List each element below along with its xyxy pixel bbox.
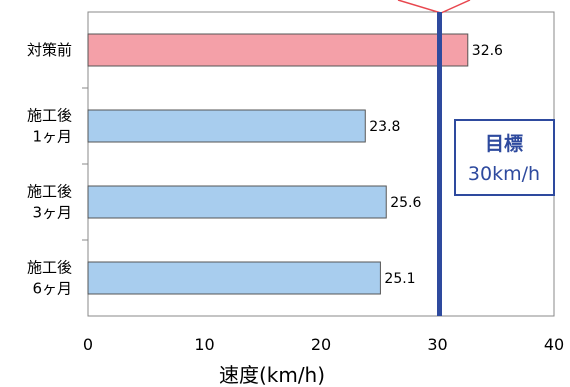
bar-0 [87, 33, 469, 67]
target-label-line2: 30km/h [468, 163, 540, 185]
target-label-line1: 目標 [485, 132, 523, 155]
target-label-box [454, 119, 555, 196]
bar-1 [87, 109, 366, 143]
labels-layer: 32.6 対策前 23.8 施工後 1ヶ月 25.6 施工後 3ヶ月 25.1 施工後 6ヶ月 0 10… [27, 41, 564, 354]
x-tick-label-3: 30 [427, 335, 447, 354]
ticks-layer [82, 87, 88, 241]
category-label-1-0: 施工後 [27, 107, 72, 125]
category-label-0-0: 対策前 [27, 41, 72, 59]
category-label-2-1: 3ヶ月 [32, 204, 72, 222]
x-axis-title: 速度(km/h) [219, 363, 325, 387]
bar-3 [87, 261, 381, 295]
bar-2 [87, 185, 387, 219]
value-label-3: 25.1 [384, 271, 415, 287]
category-label-3-0: 施工後 [27, 259, 72, 277]
highlight-marker [397, 0, 471, 14]
x-tick-label-1: 10 [194, 335, 214, 354]
x-tick-label-2: 20 [311, 335, 331, 354]
value-label-2: 25.6 [390, 195, 421, 211]
x-tick-label-0: 0 [83, 335, 93, 354]
category-label-3-1: 6ヶ月 [32, 280, 72, 298]
category-label-1-1: 1ヶ月 [32, 128, 72, 146]
value-label-0: 32.6 [472, 43, 503, 59]
bars-layer [87, 33, 469, 295]
value-label-1: 23.8 [369, 119, 400, 135]
category-label-2-0: 施工後 [27, 183, 72, 201]
x-tick-label-4: 40 [544, 335, 564, 354]
